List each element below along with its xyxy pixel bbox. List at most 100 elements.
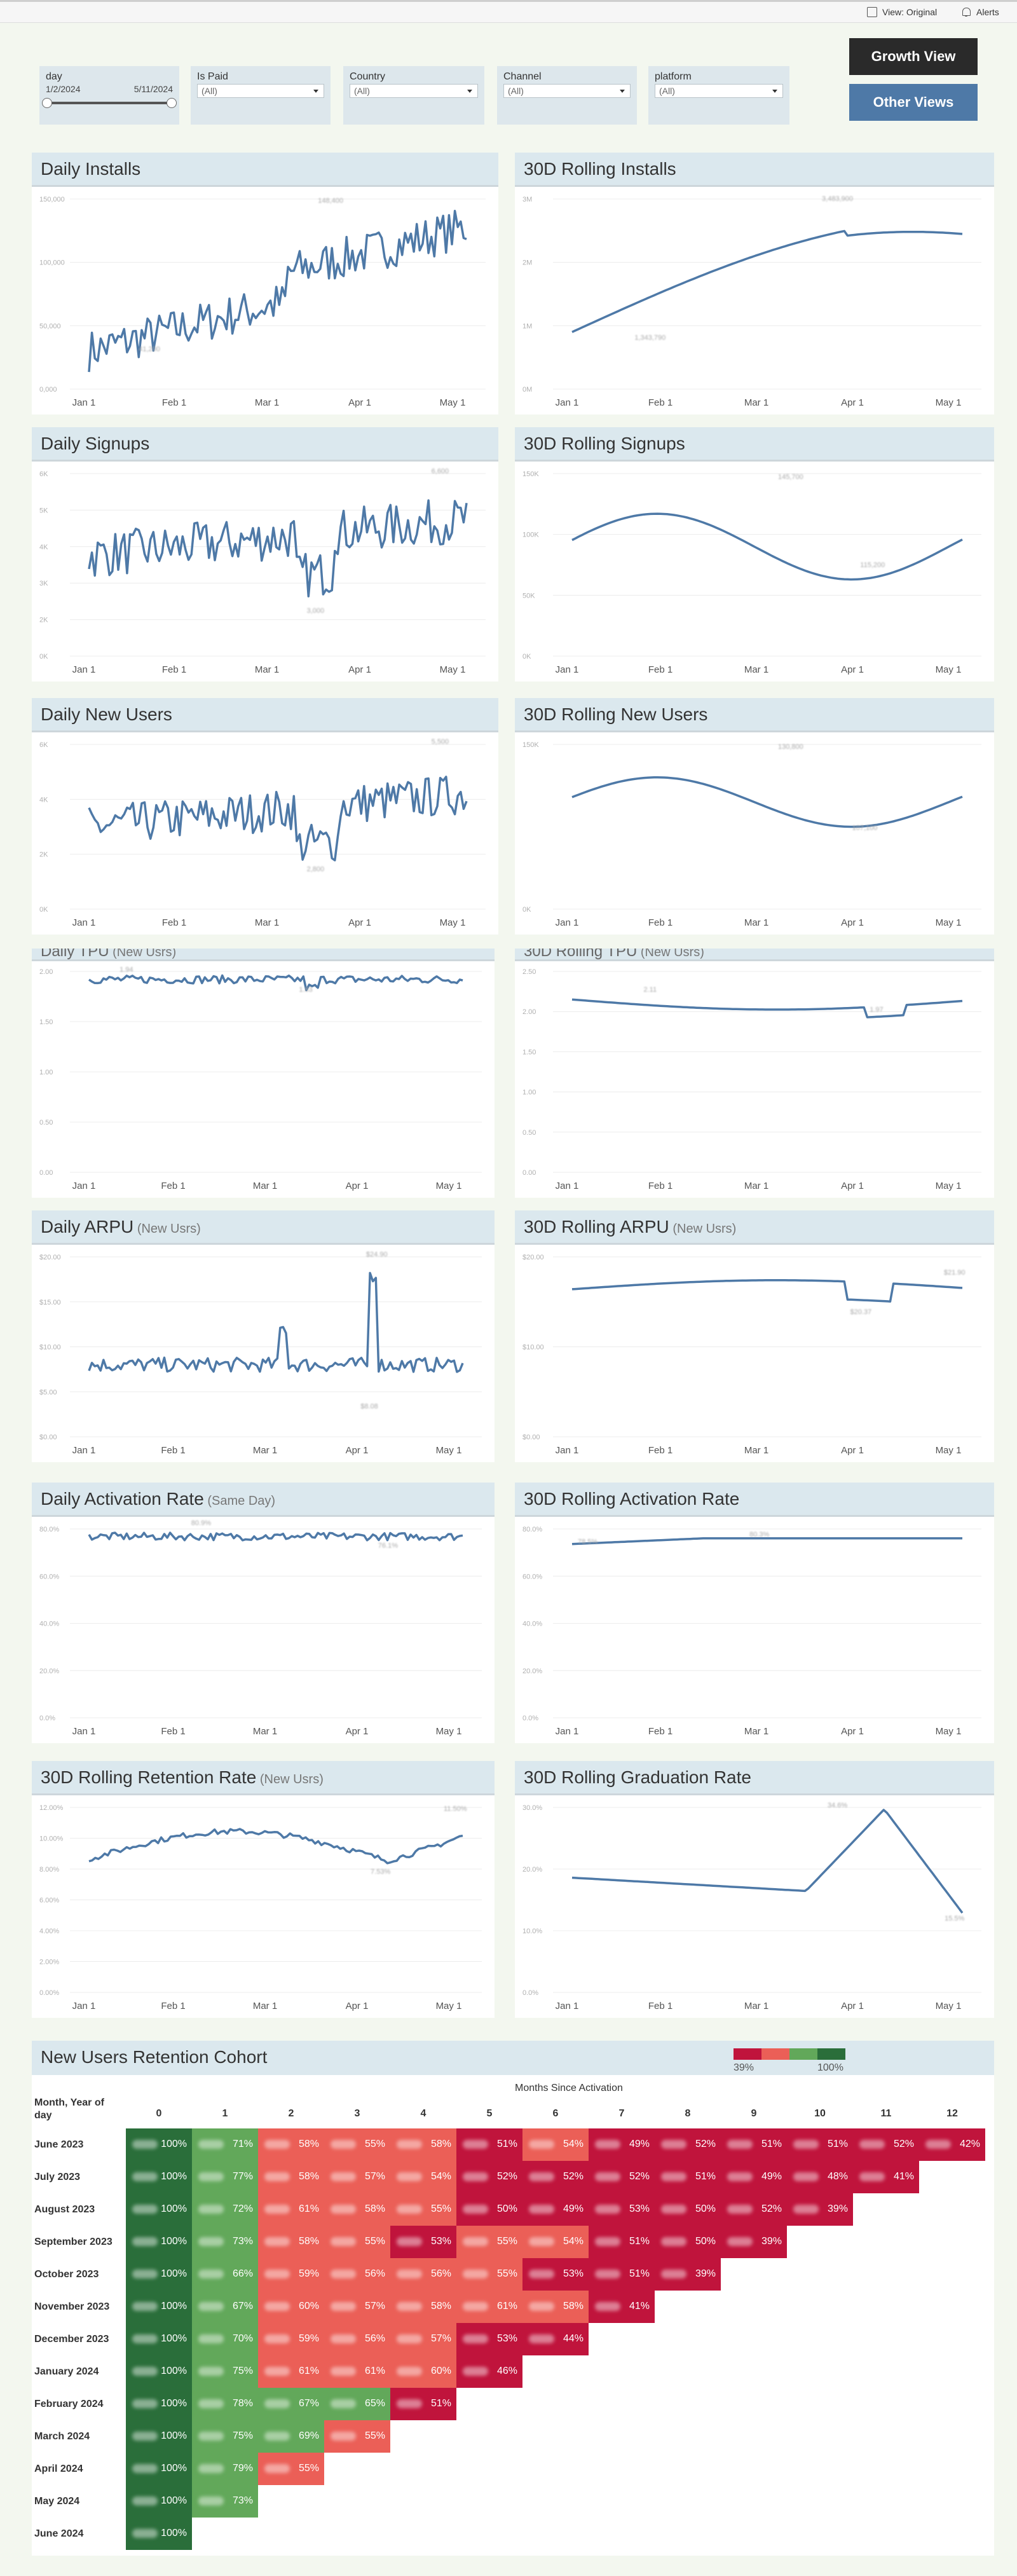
cohort-cell-count-blurred xyxy=(198,2334,224,2343)
y-tick-label: 1.50 xyxy=(39,1018,53,1026)
cohort-cell: 57% xyxy=(324,2291,390,2323)
cohort-cell-percent: 55% xyxy=(298,2463,319,2474)
x-tick-label: Feb 1 xyxy=(648,1445,672,1456)
platform-select[interactable]: (All) xyxy=(655,84,783,98)
cohort-cell-percent: 58% xyxy=(430,2301,451,2312)
bell-icon xyxy=(961,7,971,17)
x-tick-label: Feb 1 xyxy=(648,1181,672,1191)
day-slider-start-handle[interactable] xyxy=(42,98,52,108)
x-tick-label: Feb 1 xyxy=(161,1726,185,1737)
cohort-cell: 60% xyxy=(390,2355,456,2388)
cohort-cell-percent: 51% xyxy=(827,2139,848,2149)
data-label: 76.1% xyxy=(378,1542,398,1550)
cohort-cell-percent: 75% xyxy=(232,2430,253,2441)
cohort-cell-percent: 52% xyxy=(893,2139,914,2149)
y-tick-label: $5.00 xyxy=(39,1388,57,1396)
data-label: 11.50% xyxy=(444,1805,467,1813)
x-tick-label: May 1 xyxy=(936,1726,962,1737)
cohort-cell-count-blurred xyxy=(198,2367,224,2376)
cohort-cell-percent: 58% xyxy=(298,2236,319,2247)
cohort-cell: 51% xyxy=(390,2388,456,2420)
y-tick-label: 80.0% xyxy=(522,1526,542,1533)
channel-select[interactable]: (All) xyxy=(503,84,631,98)
chart-title-text: 30D Rolling New Users xyxy=(524,704,708,724)
country-select[interactable]: (All) xyxy=(350,84,478,98)
day-filter: day 1/2/2024 5/11/2024 xyxy=(39,66,179,125)
y-tick-label: $20.00 xyxy=(39,1254,61,1261)
day-slider-end-handle[interactable] xyxy=(167,98,177,108)
chart-title-text: Daily Signups xyxy=(41,434,150,453)
y-tick-label: 6.00% xyxy=(39,1897,59,1905)
data-label: 148,400 xyxy=(318,197,343,205)
cohort-cell-count-blurred xyxy=(397,2237,422,2246)
cohort-cell-count-blurred xyxy=(198,2302,224,2311)
chart-title-text: 30D Rolling ARPU xyxy=(524,1217,669,1237)
y-tick-label: $0.00 xyxy=(39,1434,57,1441)
chart-plot: 80.0% 60.0% 40.0% 20.0% 0.0% Jan 1 Feb 1 Mar 1 A… xyxy=(522,1526,981,1737)
x-tick-label: Feb 1 xyxy=(162,664,186,675)
chart-panel-30d-rolling-signups: 30D Rolling Signups 150K 100K 50K 0K Jan 1 Feb… xyxy=(515,427,994,682)
cohort-cell: 100% xyxy=(126,2161,192,2193)
cohort-cell: 58% xyxy=(522,2291,589,2323)
cohort-cell: 51% xyxy=(589,2226,655,2258)
x-tick-label: Mar 1 xyxy=(744,1445,768,1456)
cohort-cell: 52% xyxy=(456,2161,522,2193)
data-label: 107,100 xyxy=(852,825,878,832)
cohort-cell-percent: 49% xyxy=(761,2171,782,2182)
cohort-cell-count-blurred xyxy=(397,2399,422,2408)
cohort-cell-count-blurred xyxy=(397,2334,422,2343)
chart-plot: 80.0% 60.0% 40.0% 20.0% 0.0% Jan 1 Feb 1 Mar 1 A… xyxy=(39,1519,482,1737)
cohort-cell-percent: 56% xyxy=(430,2268,451,2279)
growth-view-button[interactable]: Growth View xyxy=(849,38,978,75)
y-tick-label: 0.50 xyxy=(522,1129,536,1137)
cohort-cell-percent: 52% xyxy=(761,2203,782,2214)
cohort-cell-count-blurred xyxy=(529,2334,554,2343)
chart-plot: 3M 2M 1M 0M Jan 1 Feb 1 Mar 1 Apr 1 May 1 1,343,7… xyxy=(522,195,981,408)
cohort-column-header: 2 xyxy=(288,2108,294,2119)
y-tick-label: 1.00 xyxy=(522,1089,536,1097)
day-end-value: 5/11/2024 xyxy=(133,84,173,94)
cohort-cell-percent: 79% xyxy=(232,2463,253,2474)
cohort-cell-percent: 67% xyxy=(298,2398,319,2409)
cohort-cell: 46% xyxy=(456,2355,522,2388)
cohort-cell: 56% xyxy=(324,2323,390,2355)
cohort-cell: 73% xyxy=(192,2485,258,2518)
cohort-cell: 55% xyxy=(456,2226,522,2258)
y-tick-label: 4.00% xyxy=(39,1928,59,1935)
y-tick-label: 1.00 xyxy=(39,1069,53,1076)
cohort-cell: 67% xyxy=(192,2291,258,2323)
x-tick-label: Apr 1 xyxy=(346,1726,369,1737)
x-tick-label: Apr 1 xyxy=(841,397,864,408)
cohort-cell-percent: 59% xyxy=(298,2268,319,2279)
cohort-cell: 52% xyxy=(522,2161,589,2193)
series-line xyxy=(88,499,468,598)
alerts-link[interactable]: Alerts xyxy=(961,7,999,17)
cohort-cell-count-blurred xyxy=(397,2302,422,2311)
cohort-cell-count-blurred xyxy=(264,2205,290,2214)
cohort-cell: 54% xyxy=(522,2128,589,2161)
cohort-cell: 55% xyxy=(390,2193,456,2226)
cohort-cell: 75% xyxy=(192,2355,258,2388)
cohort-cell-percent: 73% xyxy=(232,2236,253,2247)
y-tick-label: 2.00% xyxy=(39,1959,59,1966)
x-tick-label: Feb 1 xyxy=(162,397,186,408)
is-paid-filter: Is Paid (All) xyxy=(191,66,331,125)
chart-title-text: Daily New Users xyxy=(41,704,172,724)
other-views-button[interactable]: Other Views xyxy=(849,84,978,121)
cohort-cell-percent: 52% xyxy=(496,2171,517,2182)
y-tick-label: 0K xyxy=(39,906,48,914)
x-tick-label: Mar 1 xyxy=(255,664,279,675)
day-range-slider[interactable] xyxy=(42,98,177,108)
x-tick-label: May 1 xyxy=(436,2001,462,2011)
view-original-link[interactable]: View: Original xyxy=(867,7,937,17)
cohort-cell-count-blurred xyxy=(727,2205,753,2214)
y-tick-label: 60.0% xyxy=(522,1573,542,1580)
data-label: 6,600 xyxy=(432,468,449,476)
x-tick-label: Jan 1 xyxy=(72,1726,96,1737)
is-paid-select[interactable]: (All) xyxy=(197,84,324,98)
x-tick-label: Feb 1 xyxy=(161,2001,185,2011)
cohort-cell-count-blurred xyxy=(595,2140,620,2149)
data-label: 115,200 xyxy=(860,561,885,569)
x-tick-label: Mar 1 xyxy=(253,1726,277,1737)
data-label: 80.3% xyxy=(749,1531,769,1538)
